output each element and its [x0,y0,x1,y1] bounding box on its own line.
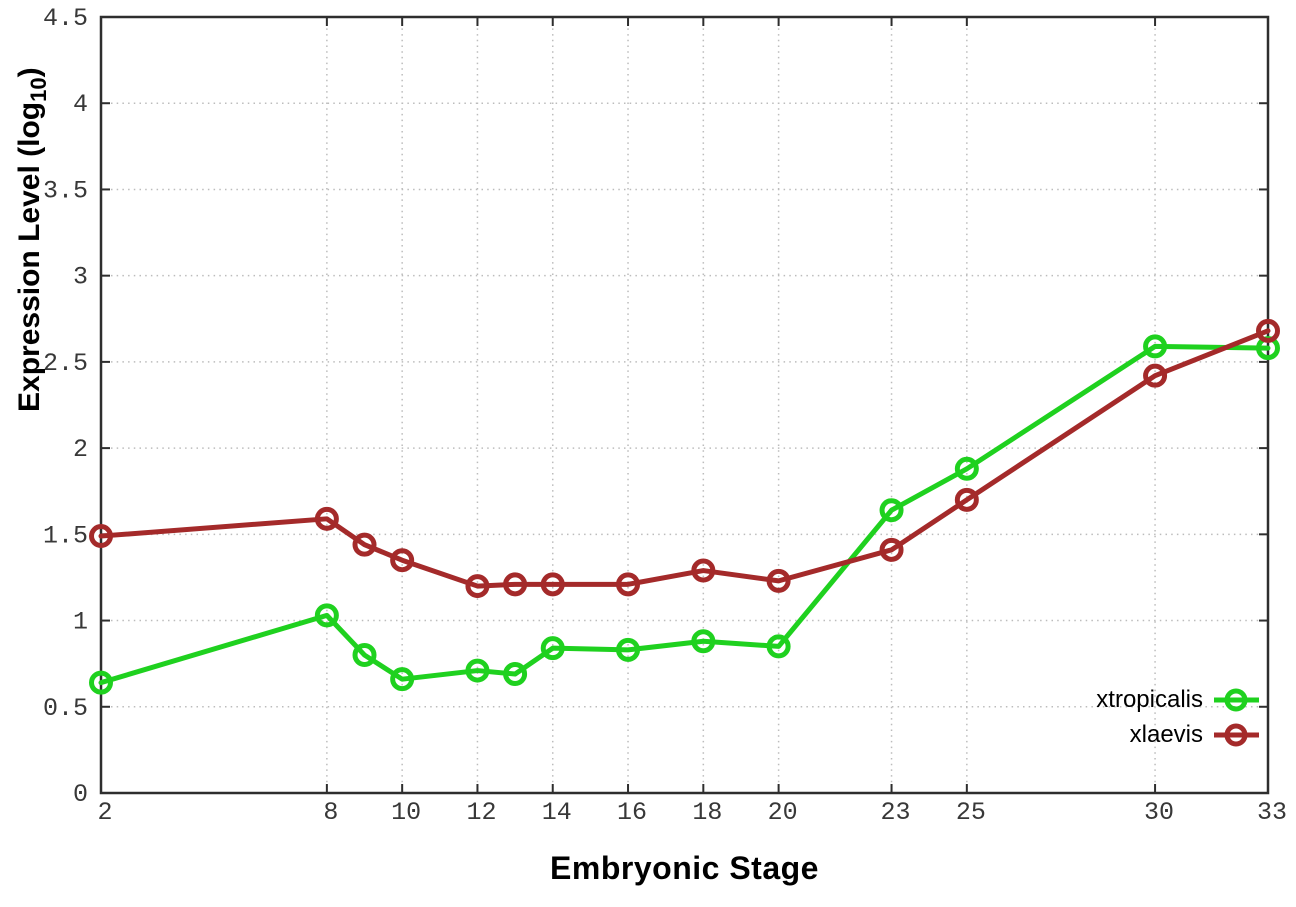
data-point-marker [616,572,641,597]
series-xtropicalis [89,334,1280,695]
data-point-marker [879,537,904,562]
data-point-marker [1143,334,1168,359]
x-tick-label: 14 [542,798,572,827]
data-point-marker [616,637,641,662]
legend-marker-xlaevis-icon [1214,723,1259,746]
x-tick-label: 23 [881,798,911,827]
y-tick-label: 3.5 [43,176,88,205]
chart-legend: xtropicalis xlaevis [1096,682,1260,752]
data-point-marker [89,670,113,695]
legend-item-xtropicalis: xtropicalis [1096,682,1260,717]
x-tick-label: 2 [97,798,112,827]
data-point-marker [1256,318,1280,343]
series-line-xtropicalis [98,343,1271,686]
x-tick-label: 33 [1257,798,1287,827]
legend-label-xtropicalis: xtropicalis [1096,685,1203,713]
y-tick-label: 2.5 [43,349,88,378]
plot-grid [111,17,1268,783]
y-tick-label: 1.5 [43,521,88,550]
x-axis-title: Embryonic Stage [550,850,819,886]
data-point-marker [879,498,904,523]
data-point-marker [540,572,565,597]
x-tick-label: 20 [768,798,798,827]
x-tick-labels: 2 8 10 12 14 16 18 20 23 25 30 33 [97,798,1287,827]
data-point-marker [390,548,415,573]
data-point-marker [465,658,490,683]
data-point-marker [503,572,528,597]
data-point-marker [390,667,415,692]
axis-ticks [100,16,1269,794]
data-point-marker [954,487,979,512]
data-point-marker [503,662,528,687]
plot-border [99,15,1270,795]
data-point-marker [465,574,490,599]
y-axis-title-text: Expression Level (log [13,101,46,412]
x-tick-label: 30 [1144,798,1174,827]
y-tick-label: 0.5 [43,694,88,723]
data-point-marker [691,629,716,654]
legend-item-xlaevis: xlaevis [1130,717,1260,752]
x-tick-label: 8 [323,798,338,827]
data-point-marker [954,456,979,481]
data-point-marker [352,532,377,557]
data-point-marker [766,568,791,593]
data-point-marker [89,524,113,549]
data-point-marker [352,643,377,668]
x-tick-label: 16 [617,798,647,827]
data-point-marker [766,634,791,659]
data-point-marker [1143,363,1168,388]
y-tick-label: 4 [73,90,88,119]
y-tick-label: 0 [73,780,88,809]
data-point-marker [314,506,339,531]
y-tick-label: 4.5 [43,4,88,33]
x-tick-label: 10 [391,798,421,827]
legend-label-xlaevis: xlaevis [1129,720,1203,748]
x-tick-label: 12 [466,798,496,827]
legend-marker-xtropicalis-icon [1214,688,1259,711]
series-line-xlaevis [98,328,1271,589]
series-xlaevis [89,318,1280,599]
y-tick-label: 2 [73,435,88,464]
y-tick-labels: 0 0.5 1 1.5 2 2.5 3 3.5 4 4.5 [43,4,88,809]
data-point-marker [314,603,339,628]
plot-axes [99,15,1270,795]
y-tick-label: 1 [73,608,88,637]
y-tick-label: 3 [73,263,88,292]
data-point-marker [691,558,716,583]
x-tick-label: 18 [692,798,722,827]
y-axis-title-close: ) [13,67,46,78]
x-tick-label: 25 [956,798,986,827]
y-axis-title-subscript: 10 [26,77,51,102]
data-point-marker [540,636,565,661]
